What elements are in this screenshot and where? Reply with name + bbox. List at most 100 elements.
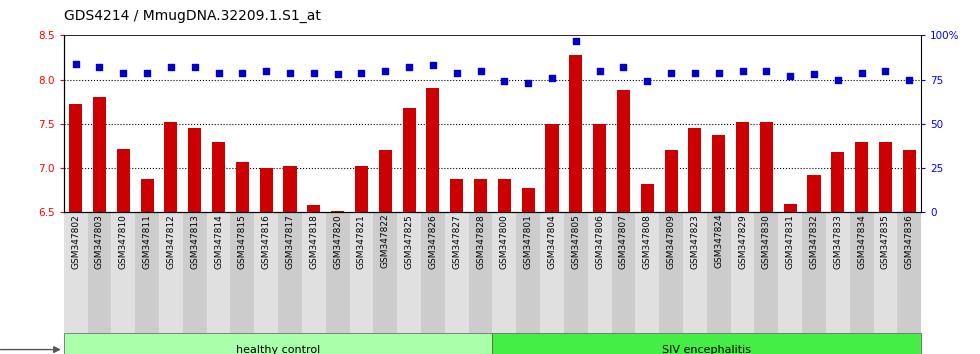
Bar: [564, 212, 588, 333]
Bar: [230, 212, 254, 333]
Bar: [283, 166, 297, 212]
Bar: [207, 212, 230, 333]
Bar: [683, 212, 707, 333]
Point: [68, 61, 83, 67]
Point: [211, 70, 226, 75]
Point: [187, 64, 203, 70]
Bar: [588, 212, 612, 333]
Point: [330, 72, 346, 77]
Bar: [112, 212, 135, 333]
Point: [735, 68, 751, 74]
Bar: [903, 150, 916, 212]
Point: [282, 70, 298, 75]
Bar: [707, 212, 731, 333]
Point: [687, 70, 703, 75]
Point: [807, 72, 822, 77]
Bar: [421, 212, 445, 333]
Bar: [760, 122, 773, 212]
Bar: [755, 212, 778, 333]
Text: disease state: disease state: [0, 344, 60, 354]
Point: [449, 70, 465, 75]
Point: [615, 64, 631, 70]
Point: [259, 68, 274, 74]
Bar: [165, 122, 177, 212]
Bar: [236, 162, 249, 212]
Bar: [445, 212, 468, 333]
Point: [425, 63, 441, 68]
Point: [306, 70, 321, 75]
Bar: [140, 179, 154, 212]
Bar: [731, 212, 755, 333]
Bar: [873, 212, 898, 333]
Point: [854, 70, 869, 75]
Point: [830, 77, 846, 82]
Point: [116, 70, 131, 75]
Bar: [688, 128, 702, 212]
Bar: [660, 212, 683, 333]
Bar: [254, 212, 278, 333]
Bar: [450, 179, 464, 212]
Bar: [64, 212, 87, 333]
Bar: [569, 55, 582, 212]
Point: [710, 70, 726, 75]
Bar: [641, 184, 654, 212]
Bar: [188, 128, 201, 212]
Bar: [856, 142, 868, 212]
Bar: [212, 142, 225, 212]
Bar: [778, 212, 802, 333]
Point: [639, 79, 655, 84]
Point: [497, 79, 513, 84]
Point: [354, 70, 369, 75]
Text: healthy control: healthy control: [236, 344, 320, 354]
Bar: [135, 212, 159, 333]
Bar: [612, 212, 635, 333]
Point: [520, 80, 536, 86]
Bar: [87, 212, 112, 333]
Bar: [474, 179, 487, 212]
Bar: [325, 212, 350, 333]
Bar: [117, 149, 129, 212]
Bar: [712, 135, 725, 212]
Text: SIV encephalitis: SIV encephalitis: [662, 344, 752, 354]
Bar: [516, 212, 540, 333]
Bar: [350, 212, 373, 333]
Bar: [302, 212, 325, 333]
Bar: [331, 211, 344, 212]
Point: [878, 68, 894, 74]
Point: [234, 70, 250, 75]
Point: [472, 68, 488, 74]
Point: [401, 64, 416, 70]
Bar: [802, 212, 826, 333]
Point: [139, 70, 155, 75]
Bar: [540, 212, 563, 333]
Bar: [593, 124, 607, 212]
Text: GDS4214 / MmugDNA.32209.1.S1_at: GDS4214 / MmugDNA.32209.1.S1_at: [64, 9, 320, 23]
Bar: [521, 188, 535, 212]
Point: [759, 68, 774, 74]
Bar: [69, 104, 82, 212]
Point: [544, 75, 560, 81]
Bar: [492, 333, 921, 354]
Bar: [808, 175, 820, 212]
Bar: [784, 204, 797, 212]
Bar: [850, 212, 873, 333]
Bar: [278, 212, 302, 333]
Bar: [879, 142, 892, 212]
Bar: [546, 124, 559, 212]
Point: [568, 38, 584, 44]
Bar: [831, 152, 845, 212]
Bar: [93, 97, 106, 212]
Point: [902, 77, 917, 82]
Bar: [64, 333, 492, 354]
Bar: [260, 168, 272, 212]
Point: [663, 70, 679, 75]
Point: [91, 64, 107, 70]
Point: [163, 64, 178, 70]
Bar: [397, 212, 421, 333]
Bar: [664, 150, 677, 212]
Bar: [355, 166, 368, 212]
Point: [782, 73, 798, 79]
Bar: [183, 212, 207, 333]
Point: [592, 68, 608, 74]
Bar: [736, 122, 749, 212]
